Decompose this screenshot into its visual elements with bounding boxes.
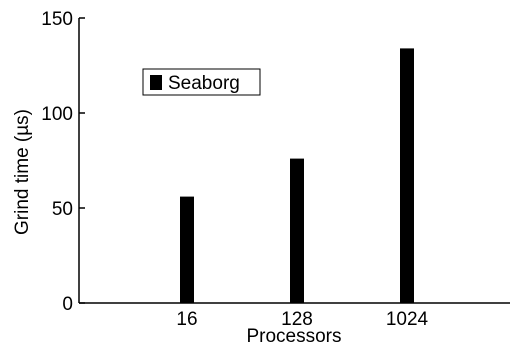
x-tick-label: 128 [281, 309, 313, 330]
y-axis: 0 50 100 150 [41, 9, 85, 315]
legend: Seaborg [142, 68, 261, 96]
x-tick-label: 1024 [386, 309, 429, 330]
bar-16 [180, 196, 194, 303]
y-tick-label: 0 [62, 294, 73, 315]
y-tick-label: 100 [41, 104, 73, 125]
legend-swatch [150, 75, 162, 90]
y-tick-label: 150 [41, 9, 73, 30]
bars [180, 48, 414, 304]
x-axis-label: Processors [246, 326, 341, 347]
bar-1024 [400, 48, 414, 304]
x-tick-label: 16 [176, 309, 197, 330]
bar-128 [290, 158, 304, 303]
y-axis-label: Grind time (µs) [12, 109, 33, 235]
legend-label: Seaborg [168, 73, 240, 94]
legend-box [142, 68, 261, 96]
y-tick-label: 50 [52, 199, 73, 220]
